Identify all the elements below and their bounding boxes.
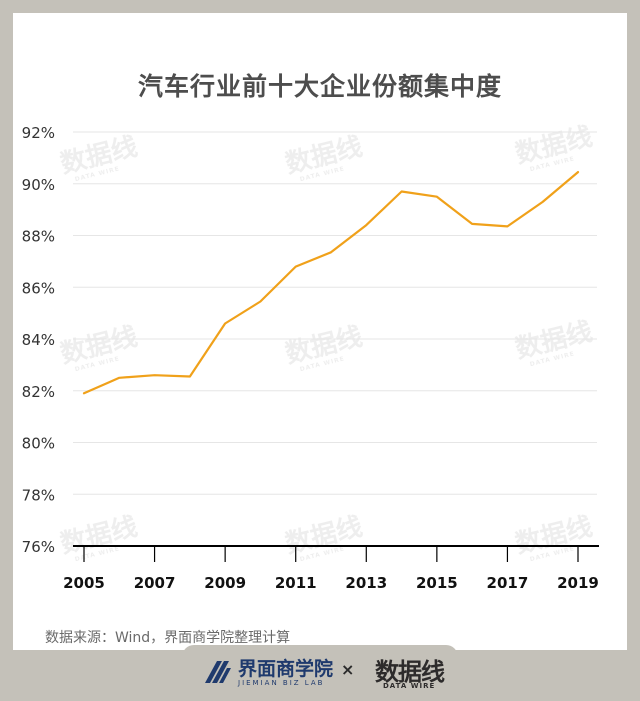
x-tick-label: 2005 <box>63 574 105 592</box>
x-tick-label: 2007 <box>134 574 176 592</box>
y-tick-label: 86% <box>22 279 55 297</box>
y-axis-ticks: 76% 78% 80% 82% 84% 86% 88% 90% 92% <box>22 124 55 556</box>
series-line <box>82 171 580 395</box>
y-tick-label: 82% <box>22 383 55 401</box>
y-tick-label: 88% <box>22 228 55 246</box>
brand-separator: × <box>341 660 355 679</box>
x-tick-label: 2019 <box>557 574 599 592</box>
y-tick-label: 76% <box>22 538 55 556</box>
y-tick-label: 78% <box>22 486 55 504</box>
grid-lines <box>73 131 597 495</box>
jiemian-logo-icon <box>205 661 231 683</box>
datawire-name: 数据线 <box>375 657 445 686</box>
source-note: 数据来源：Wind，界面商学院整理计算 <box>45 630 291 646</box>
datawire-subtitle: DATA WIRE <box>383 682 436 690</box>
chart-card: 数据线 DATA WIRE 数据线 DATA WIRE 数据线 DATA WIRE 数据线 D… <box>13 13 627 650</box>
x-tick-label: 2009 <box>204 574 246 592</box>
jiemian-brand: 界面商学院 JIEMIAN BIZ LAB <box>203 653 338 693</box>
series-layer <box>82 171 580 395</box>
x-axis: 2005 2007 2009 2011 2013 2015 2017 2019 <box>63 545 599 592</box>
y-tick-label: 84% <box>22 331 55 349</box>
y-tick-label: 90% <box>22 176 55 194</box>
x-tick-label: 2015 <box>416 574 458 592</box>
chart-title: 汽车行业前十大企业份额集中度 <box>137 72 502 101</box>
x-tick-label: 2013 <box>345 574 387 592</box>
x-tick-label: 2011 <box>275 574 317 592</box>
x-tick-label: 2017 <box>487 574 529 592</box>
y-tick-label: 92% <box>22 124 55 142</box>
jiemian-name: 界面商学院 <box>238 658 334 680</box>
y-tick-label: 80% <box>22 435 55 453</box>
jiemian-subtitle: JIEMIAN BIZ LAB <box>238 679 325 687</box>
